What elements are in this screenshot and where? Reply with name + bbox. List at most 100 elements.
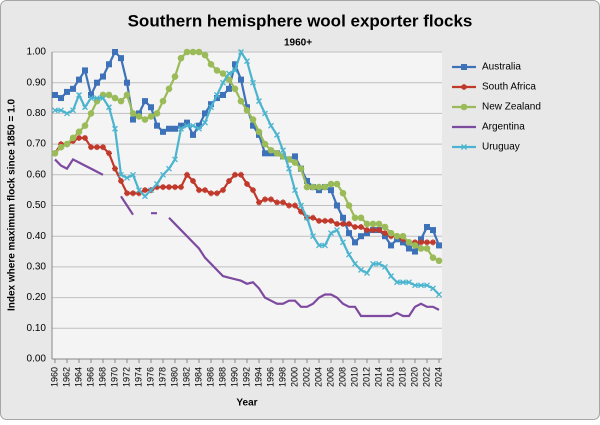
legend-marker [460,103,468,111]
marker [124,190,130,197]
marker [82,134,88,141]
x-tick-label: 1960 [49,367,59,387]
x-tick-label: 2022 [421,367,431,387]
marker [196,122,202,129]
x-tick-label: 2024 [433,367,443,387]
marker [166,165,172,172]
marker [238,76,244,83]
marker [363,220,371,228]
marker [226,85,232,92]
marker [328,187,334,194]
marker [256,199,262,206]
marker [124,174,130,181]
marker [286,202,292,209]
marker [328,217,334,224]
legend-label: Uruguay [482,142,520,153]
marker [406,279,412,286]
marker [388,242,394,249]
marker [88,91,94,98]
marker [424,282,430,289]
marker [106,61,112,68]
marker [76,92,82,98]
marker [154,122,160,129]
marker [118,177,124,184]
marker [358,223,364,230]
marker [430,239,436,246]
x-tick-label: 2020 [409,367,419,387]
marker [340,220,346,227]
marker [376,227,382,234]
marker [94,79,100,86]
marker [322,242,328,249]
marker [268,196,274,203]
marker [190,131,196,138]
marker [52,107,58,114]
marker [51,150,59,157]
marker [249,116,257,123]
x-tick-label: 1964 [73,367,83,387]
marker [100,73,106,80]
marker [214,190,220,197]
marker [189,48,197,56]
marker [418,239,424,246]
marker [213,67,221,74]
marker [129,110,137,117]
marker [88,144,94,151]
marker [412,248,418,255]
y-tick-label: 0.50 [27,200,47,211]
x-tick-label: 1984 [193,367,203,387]
marker [130,116,136,123]
marker [256,98,262,105]
marker [117,97,125,105]
x-tick-label: 1982 [181,367,191,387]
marker [154,181,160,187]
marker [154,184,160,191]
marker [171,73,179,80]
marker [135,113,143,120]
marker [94,95,100,102]
x-tick-label: 1970 [109,367,119,387]
marker [57,143,65,151]
marker [232,67,238,74]
marker [310,214,316,221]
marker [322,217,328,224]
marker [406,245,412,252]
marker [358,267,364,273]
marker [136,190,142,197]
x-tick-label: 1996 [265,367,275,387]
marker [304,177,310,184]
marker [274,199,280,206]
marker [321,183,329,191]
marker [214,92,220,98]
marker [64,110,70,117]
marker [75,128,83,136]
marker [250,122,256,129]
x-tick-label: 2008 [337,367,347,387]
marker [190,177,196,184]
marker [58,107,64,114]
x-tick-label: 1980 [169,367,179,387]
marker [88,95,94,102]
marker [334,202,340,209]
marker [118,171,124,178]
marker [436,242,442,249]
marker [178,122,184,129]
marker [118,55,124,62]
marker [364,227,370,234]
y-tick-label: 0.00 [27,354,47,365]
marker [231,85,239,93]
marker [202,110,208,117]
marker [333,180,341,188]
x-tick-label: 1962 [61,367,71,387]
marker [238,171,244,178]
marker [424,223,430,230]
legend-marker [461,84,467,90]
x-tick-label: 1990 [229,367,239,387]
marker [172,156,178,163]
marker [214,95,220,102]
marker [400,239,406,246]
marker [292,202,298,209]
marker [430,227,436,234]
marker [339,189,347,197]
marker [82,104,88,111]
